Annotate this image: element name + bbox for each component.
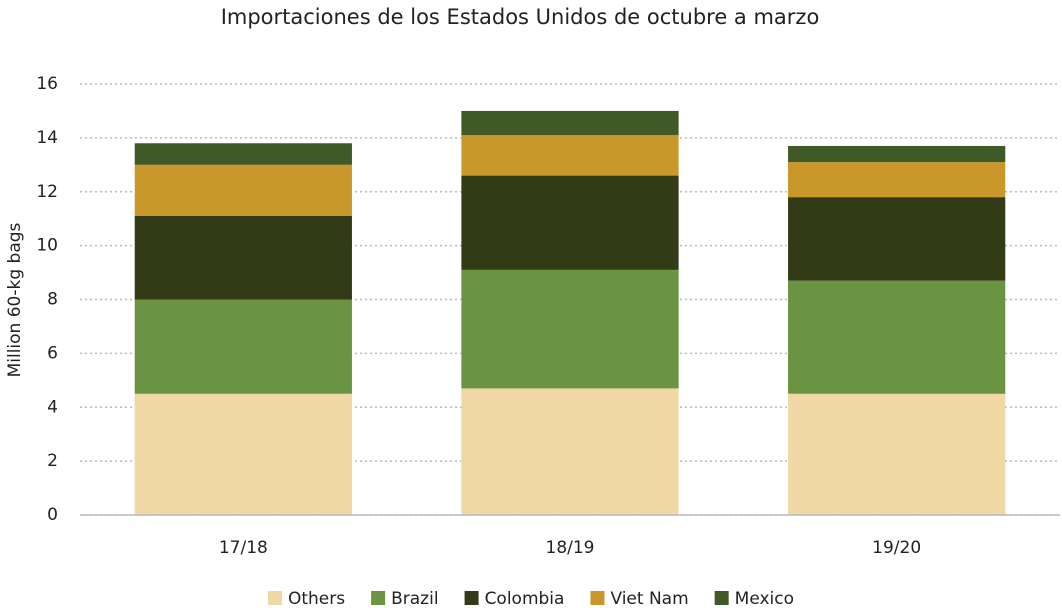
- bar-segment: [788, 162, 1006, 198]
- bar-segment: [461, 175, 679, 270]
- legend-swatch: [371, 591, 386, 605]
- legend-swatch: [714, 591, 729, 605]
- y-tick-label: 14: [36, 128, 58, 148]
- y-tick-label: 12: [36, 182, 58, 202]
- bar-segment: [134, 143, 352, 165]
- y-tick-label: 10: [36, 236, 58, 256]
- bar-segment: [788, 145, 1006, 163]
- bar-segment: [461, 388, 679, 515]
- x-tick-label: 19/20: [872, 538, 921, 558]
- x-tick-label: 18/19: [546, 538, 595, 558]
- y-tick-label: 2: [47, 451, 58, 471]
- bar-segment: [788, 197, 1006, 281]
- bar-segment: [461, 110, 679, 136]
- legend-label: Viet Nam: [610, 589, 688, 609]
- chart-title: Importaciones de los Estados Unidos de o…: [221, 5, 820, 29]
- y-tick-label: 0: [47, 505, 58, 525]
- y-tick-label: 16: [36, 74, 58, 94]
- bar-segment: [788, 280, 1006, 394]
- y-axis-label: Million 60-kg bags: [5, 222, 25, 377]
- y-tick-label: 6: [47, 343, 58, 363]
- bar-segment: [461, 135, 679, 176]
- bar-segment: [134, 164, 352, 216]
- y-tick-label: 8: [47, 290, 58, 310]
- legend-swatch: [590, 591, 605, 605]
- legend-label: Mexico: [735, 589, 794, 609]
- legend-swatch: [464, 591, 479, 605]
- bar-segment: [134, 299, 352, 394]
- x-tick-label: 17/18: [219, 538, 268, 558]
- bar-segment: [788, 393, 1006, 515]
- legend-label: Colombia: [485, 589, 565, 609]
- legend-swatch: [267, 591, 282, 605]
- bar-segment: [461, 269, 679, 389]
- legend-label: Brazil: [391, 589, 438, 609]
- bar-segment: [134, 215, 352, 300]
- legend-label: Others: [288, 589, 345, 609]
- y-tick-label: 4: [47, 397, 58, 417]
- bar-segment: [134, 393, 352, 515]
